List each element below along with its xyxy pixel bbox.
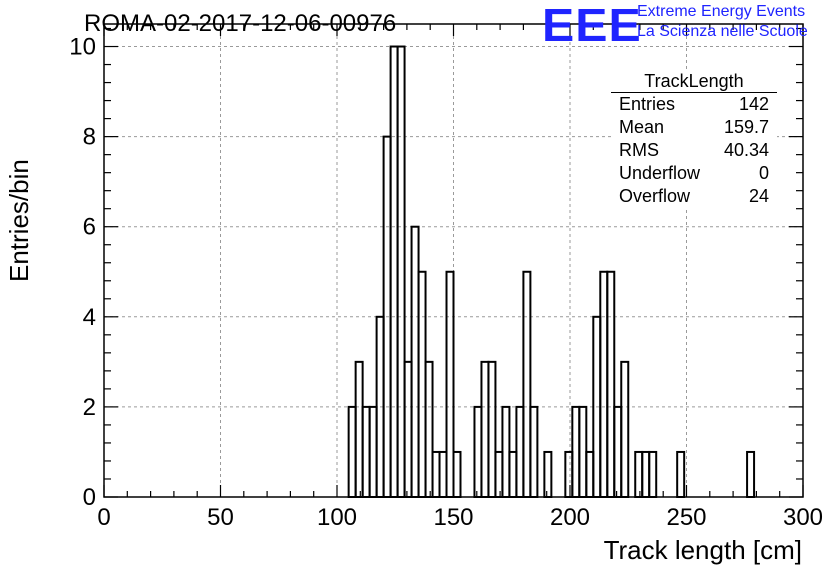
- histogram-bar: [746, 450, 756, 499]
- x-tick-label: 250: [666, 504, 706, 531]
- histogram-bar: [613, 405, 623, 498]
- histogram-bar: [445, 270, 455, 498]
- histogram-bar: [676, 450, 686, 499]
- histogram-bar: [452, 450, 462, 499]
- stats-value: 24: [748, 186, 769, 206]
- histogram-bar: [494, 450, 504, 499]
- histogram-bar: [410, 225, 420, 498]
- logo-line-1: Extreme Energy Events: [637, 3, 806, 20]
- histogram-bar: [389, 45, 399, 499]
- stats-label: Mean: [619, 117, 665, 137]
- y-tick-label: 6: [83, 214, 96, 241]
- histogram-bar: [634, 450, 644, 499]
- stats-title: TrackLength: [611, 70, 777, 93]
- histogram-bar: [571, 405, 581, 498]
- histogram-bar: [620, 360, 630, 498]
- y-tick-label: 4: [83, 304, 96, 331]
- logo-line-2: La Scienza nelle Scuole: [637, 23, 808, 40]
- histogram-bar: [564, 450, 574, 499]
- y-tick-label: 10: [69, 34, 96, 61]
- stats-label: RMS: [619, 140, 659, 160]
- histogram-bar: [431, 450, 441, 499]
- stats-row-underflow: Underflow 0: [611, 162, 777, 185]
- x-tick-label: 0: [97, 504, 110, 531]
- y-tick-label: 8: [83, 124, 96, 151]
- histogram-bar: [424, 360, 434, 498]
- stats-value: 0: [758, 163, 769, 183]
- stats-label: Entries: [619, 94, 676, 114]
- histogram-bar: [648, 450, 658, 499]
- stats-label: Overflow: [619, 186, 691, 206]
- histogram-bar: [487, 360, 497, 498]
- histogram-bar: [606, 270, 616, 498]
- y-tick-label: 0: [83, 484, 96, 511]
- histogram-bar: [585, 450, 595, 499]
- histogram-bar: [361, 405, 371, 498]
- histogram-bar: [480, 360, 490, 498]
- histogram-bar: [641, 450, 651, 499]
- stats-row-entries: Entries 142: [611, 93, 777, 116]
- eee-logo: EEE: [542, 0, 642, 51]
- y-axis-title: Entries/bin: [4, 159, 34, 282]
- histogram-bar: [347, 405, 357, 498]
- stats-label: Underflow: [619, 163, 701, 183]
- stats-value: 40.34: [723, 140, 769, 160]
- histogram-bar: [515, 405, 525, 498]
- histogram-bar: [473, 405, 483, 498]
- histogram-bar: [578, 405, 588, 498]
- histogram-bar: [354, 360, 364, 498]
- x-tick-label: 100: [317, 504, 357, 531]
- x-tick-label: 50: [207, 504, 234, 531]
- histogram-bar: [417, 270, 427, 498]
- histogram-bar: [396, 45, 406, 499]
- plot-title: ROMA-02-2017-12-06-00976: [84, 10, 397, 37]
- histogram-bar: [599, 270, 609, 498]
- x-tick-label: 200: [550, 504, 590, 531]
- x-tick-label: 300: [783, 504, 823, 531]
- histogram-bar: [501, 405, 511, 498]
- histogram-bar: [508, 450, 518, 499]
- y-tick-label: 2: [83, 394, 96, 421]
- histogram-bar: [543, 450, 553, 499]
- eee-logo-caption: Extreme Energy Events La Scienza nelle S…: [637, 2, 808, 42]
- histogram-bar: [529, 405, 539, 498]
- x-tick-label: 150: [433, 504, 473, 531]
- histogram-bar: [403, 360, 413, 498]
- stats-value: 159.7: [723, 117, 769, 137]
- histogram-bar: [522, 270, 532, 498]
- x-axis-title: Track length [cm]: [603, 535, 802, 565]
- stats-row-mean: Mean 159.7: [611, 116, 777, 139]
- stats-box: TrackLength Entries 142 Mean 159.7 RMS 4…: [611, 70, 777, 210]
- stats-row-overflow: Overflow 24: [611, 185, 777, 208]
- histogram-bar: [368, 405, 378, 498]
- stats-row-rms: RMS 40.34: [611, 139, 777, 162]
- stats-value: 142: [738, 94, 769, 114]
- histogram-bar: [438, 450, 448, 499]
